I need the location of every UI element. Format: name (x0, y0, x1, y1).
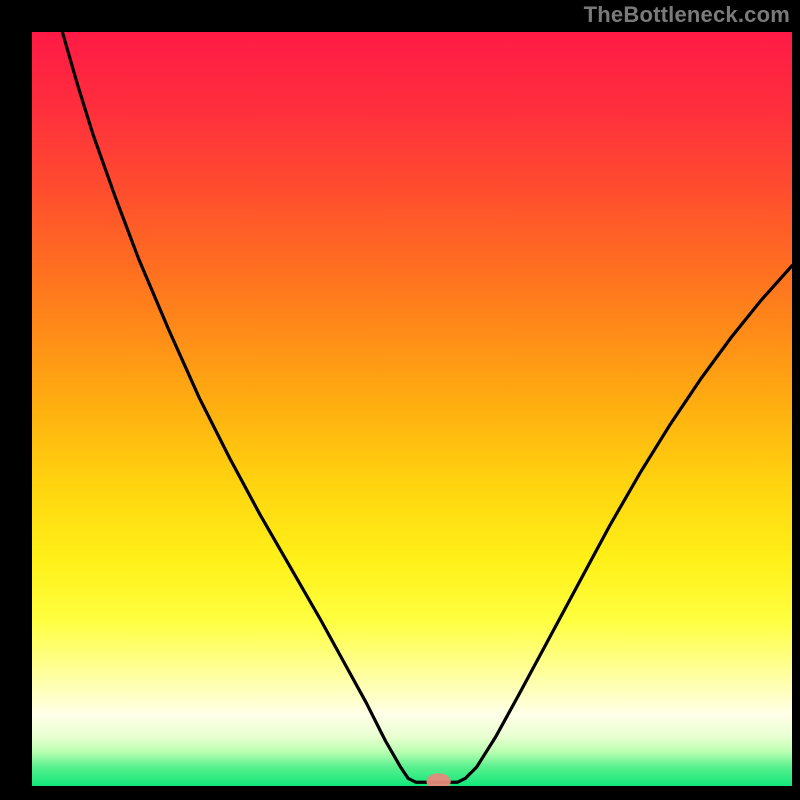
gradient-background (32, 32, 792, 786)
plot-svg (32, 32, 792, 786)
plot-area (32, 32, 792, 786)
watermark-text: TheBottleneck.com (584, 2, 790, 28)
